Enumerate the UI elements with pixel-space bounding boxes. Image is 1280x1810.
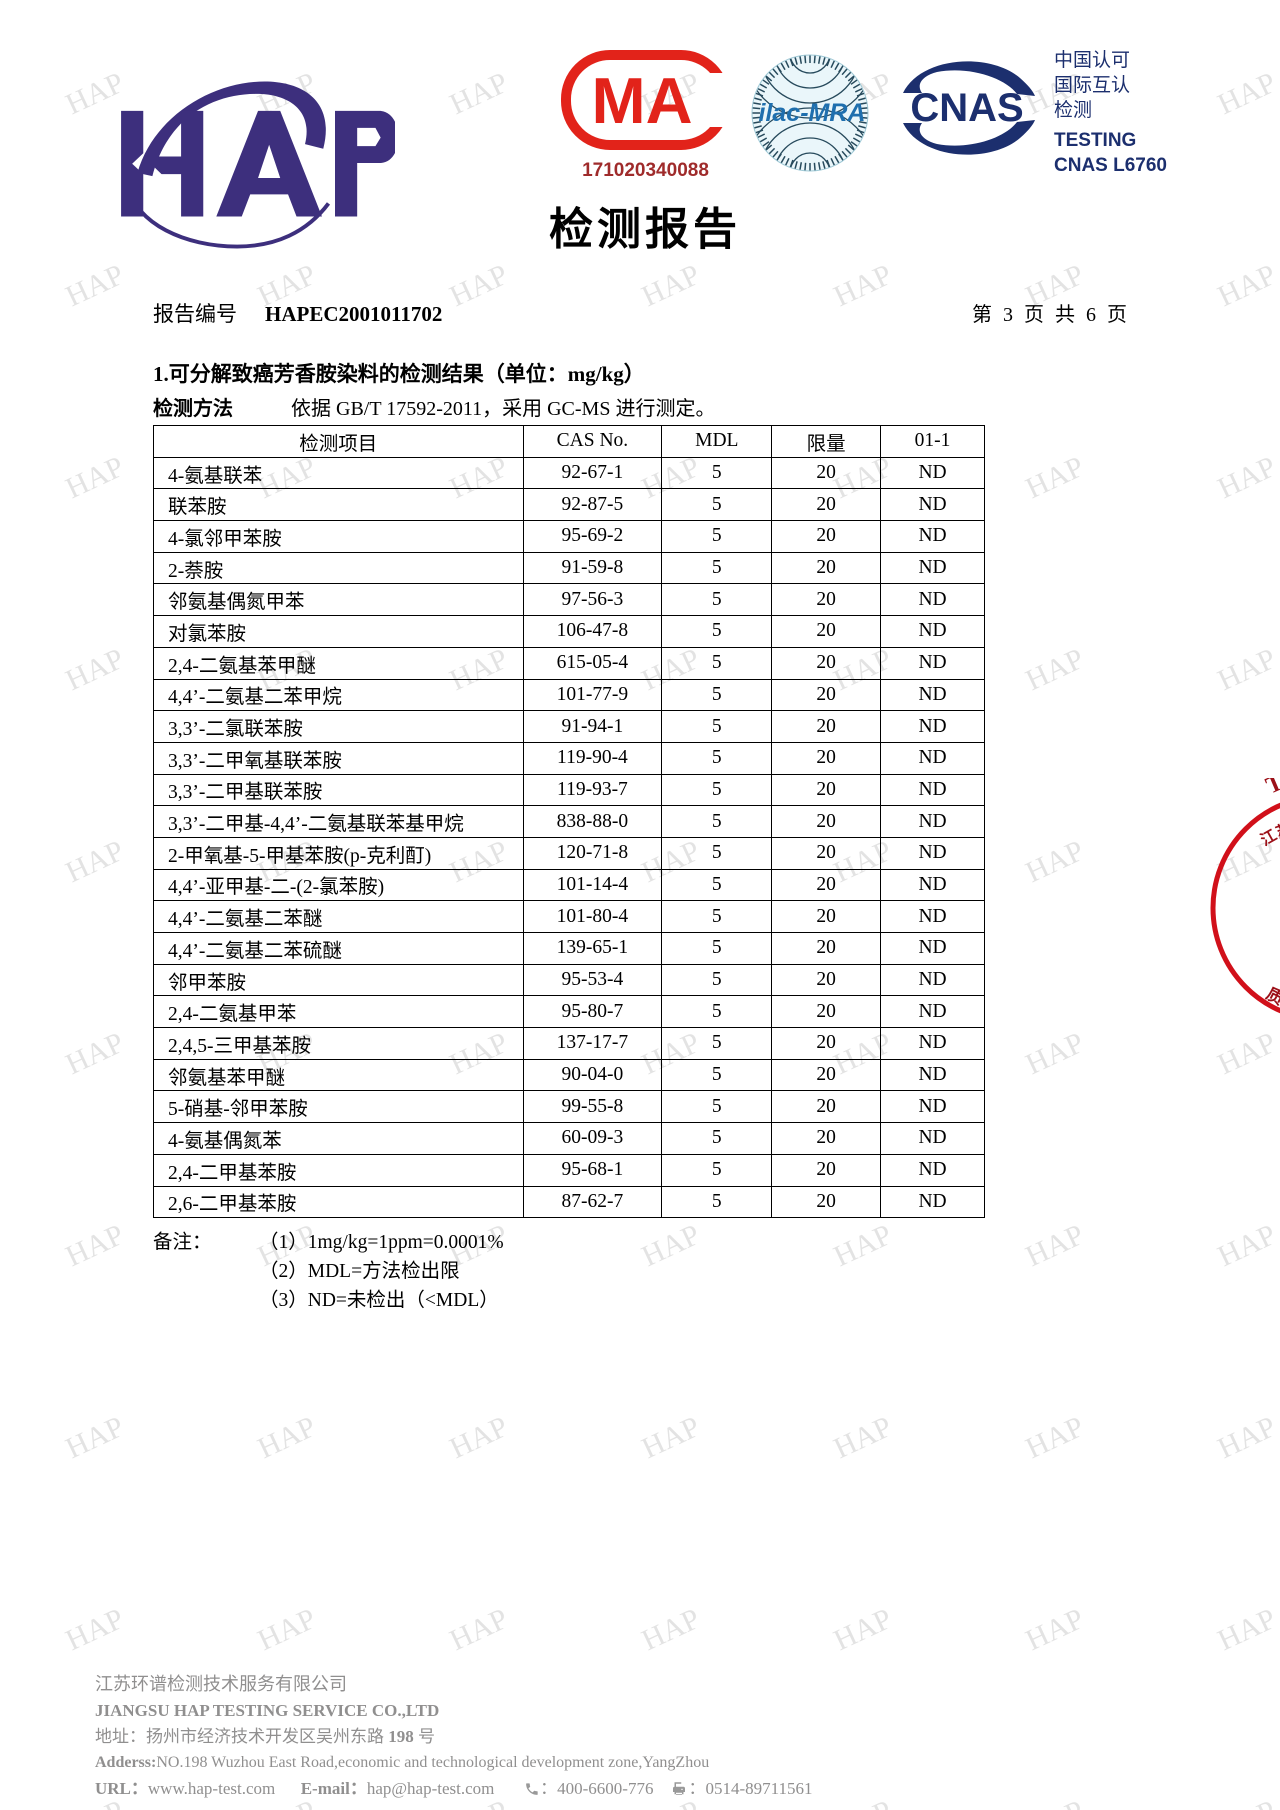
svg-text:ilac-MRA: ilac-MRA	[759, 99, 866, 127]
svg-text:CNAS: CNAS	[910, 86, 1023, 130]
svg-text:MA: MA	[591, 64, 692, 137]
svg-text:质量检验专用章: 质量检验专用章	[1263, 983, 1280, 1018]
svg-text:TESTING: TESTING	[1262, 778, 1280, 799]
